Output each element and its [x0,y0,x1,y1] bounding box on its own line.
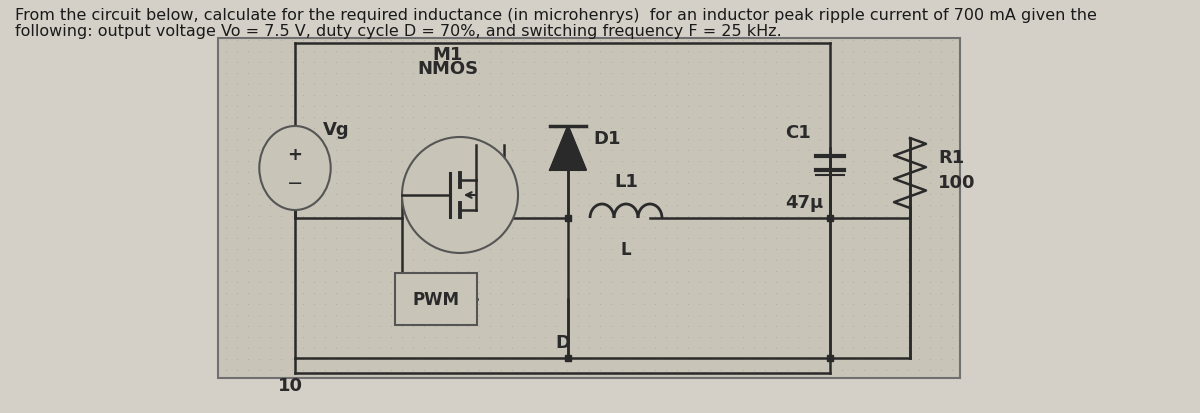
Text: D1: D1 [593,130,620,147]
Text: R1: R1 [938,149,965,166]
Text: M1: M1 [433,46,463,64]
Text: 10: 10 [277,376,302,394]
Bar [827,355,833,361]
Bar [565,216,571,221]
Text: C1: C1 [785,124,811,142]
Polygon shape [550,127,586,171]
Text: −: − [287,173,304,192]
Text: PWM: PWM [413,290,460,308]
Text: 47μ: 47μ [785,194,823,211]
Text: NMOS: NMOS [418,60,479,78]
Text: D: D [556,333,570,351]
Text: following: output voltage Vo = 7.5 V, duty cycle D = 70%, and switching frequenc: following: output voltage Vo = 7.5 V, du… [14,24,781,39]
Bar [395,273,478,325]
Text: L1: L1 [614,173,638,190]
Text: Vg: Vg [323,121,349,139]
Text: L: L [620,240,631,259]
Text: From the circuit below, calculate for the required inductance (in microhenrys)  : From the circuit below, calculate for th… [14,8,1097,23]
Text: 100: 100 [938,173,976,192]
Text: +: + [288,146,302,164]
Bar [218,39,960,378]
Circle shape [402,138,518,254]
Bar [827,216,833,221]
Ellipse shape [259,127,331,211]
Bar [565,355,571,361]
